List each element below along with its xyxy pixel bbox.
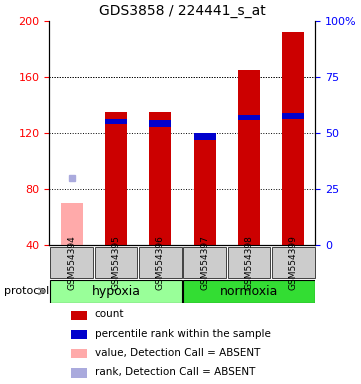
Bar: [71, 330, 87, 339]
Bar: [149, 112, 171, 120]
Bar: [71, 311, 87, 320]
Title: GDS3858 / 224441_s_at: GDS3858 / 224441_s_at: [99, 4, 266, 18]
Bar: [149, 127, 171, 245]
FancyBboxPatch shape: [228, 247, 270, 278]
Text: hypoxia: hypoxia: [91, 285, 140, 298]
Bar: [61, 203, 83, 245]
Text: count: count: [95, 310, 124, 319]
Bar: [238, 70, 260, 114]
Text: GSM554398: GSM554398: [244, 235, 253, 290]
FancyBboxPatch shape: [95, 247, 137, 278]
Text: rank, Detection Call = ABSENT: rank, Detection Call = ABSENT: [95, 367, 255, 377]
Bar: [282, 113, 304, 119]
Bar: [282, 32, 304, 113]
Bar: [71, 349, 87, 358]
Text: GSM554397: GSM554397: [200, 235, 209, 290]
Text: normoxia: normoxia: [220, 285, 278, 298]
Text: protocol: protocol: [4, 286, 49, 296]
FancyBboxPatch shape: [50, 247, 93, 278]
Bar: [238, 120, 260, 245]
Text: GSM554395: GSM554395: [112, 235, 121, 290]
Bar: [238, 114, 260, 120]
Bar: [105, 119, 127, 124]
Bar: [71, 368, 87, 377]
Bar: [193, 140, 216, 245]
FancyBboxPatch shape: [50, 280, 182, 303]
Bar: [282, 119, 304, 245]
FancyBboxPatch shape: [183, 247, 226, 278]
FancyBboxPatch shape: [183, 280, 314, 303]
Bar: [105, 112, 127, 119]
FancyBboxPatch shape: [139, 247, 182, 278]
Text: GSM554399: GSM554399: [289, 235, 298, 290]
Text: value, Detection Call = ABSENT: value, Detection Call = ABSENT: [95, 348, 260, 358]
Bar: [149, 120, 171, 127]
Text: GSM554394: GSM554394: [67, 235, 76, 290]
FancyBboxPatch shape: [272, 247, 314, 278]
Text: percentile rank within the sample: percentile rank within the sample: [95, 329, 270, 339]
Bar: [105, 124, 127, 245]
Text: GSM554396: GSM554396: [156, 235, 165, 290]
Bar: [193, 133, 216, 140]
